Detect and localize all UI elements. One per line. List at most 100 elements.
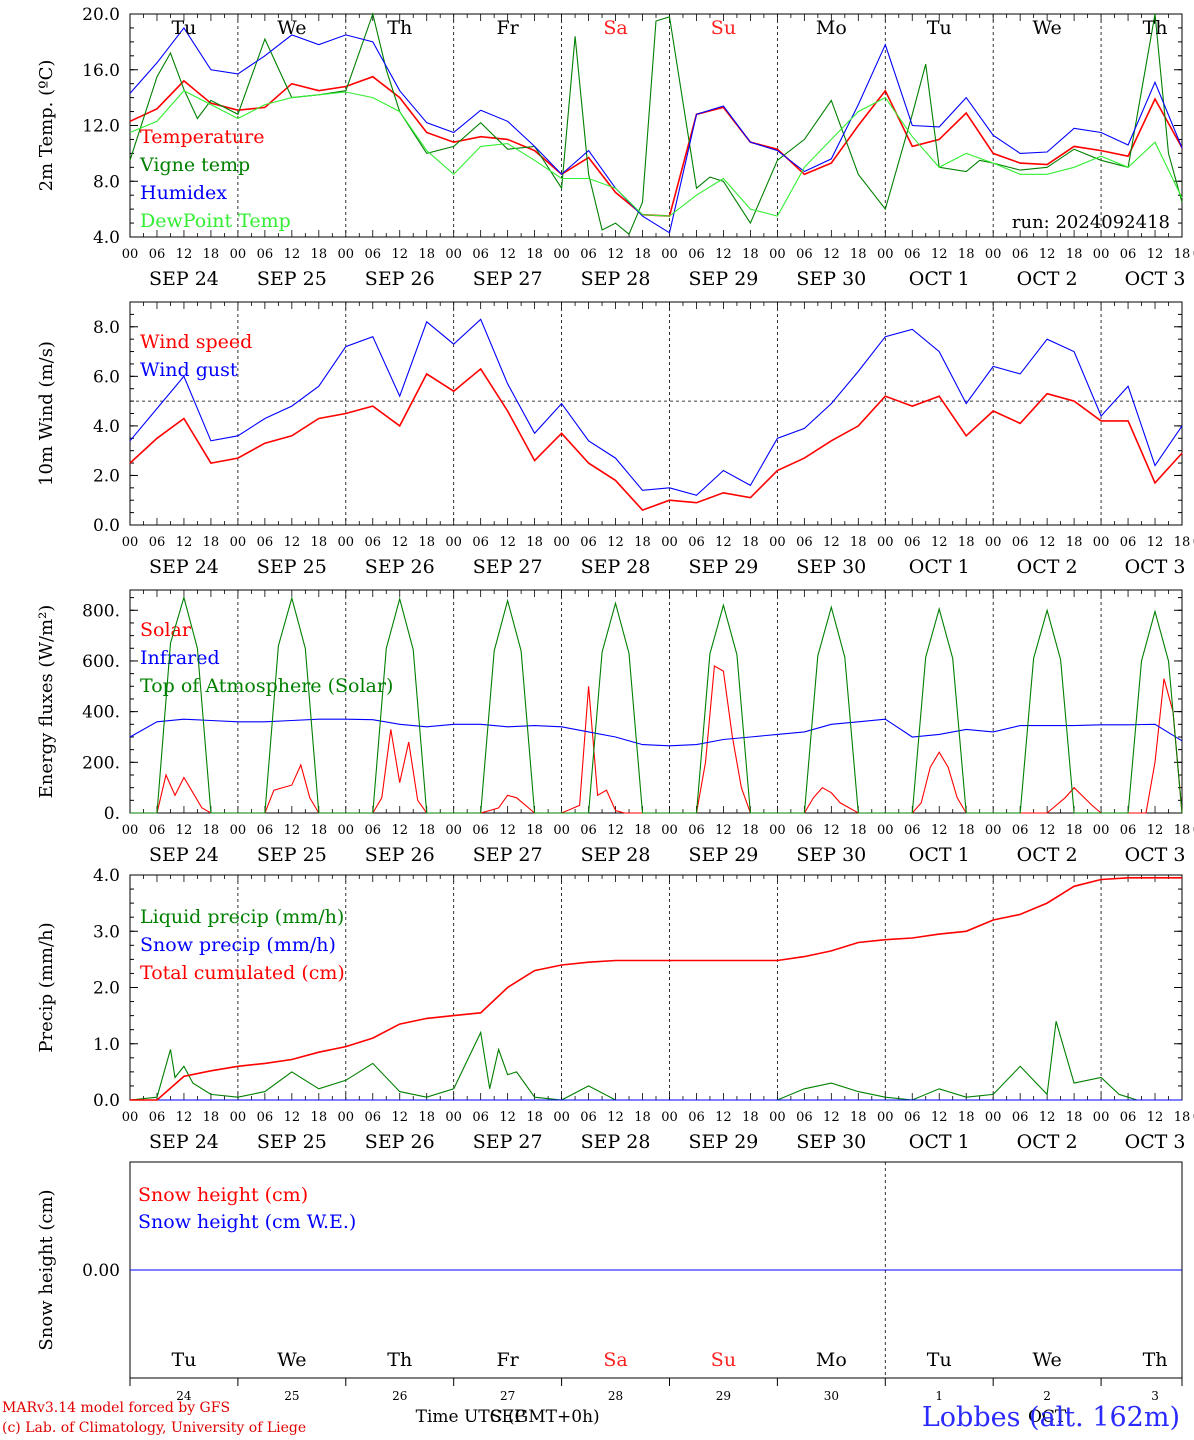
- hour-tick-label: 18: [203, 1110, 220, 1125]
- date-label: OCT 1: [909, 556, 970, 578]
- day-number-label: 27: [500, 1389, 515, 1403]
- hour-tick-label: 06: [1012, 823, 1029, 838]
- weekday-label: We: [277, 1349, 306, 1371]
- legend-entry: Solar: [140, 619, 192, 641]
- hour-tick-label: 00: [553, 1110, 570, 1125]
- hour-tick-label: 12: [176, 823, 193, 838]
- hour-tick-label: 18: [742, 1110, 759, 1125]
- hour-tick-label: 12: [715, 1110, 732, 1125]
- hour-tick-label: 00: [445, 823, 462, 838]
- weekday-label: Fr: [497, 1349, 520, 1371]
- series-line-0: [129, 75, 1183, 217]
- hour-tick-label: 06: [149, 247, 166, 262]
- series-line-2: [130, 876, 1182, 1101]
- hour-tick-label: 18: [1174, 1110, 1191, 1125]
- hour-tick-label: 00: [338, 1110, 355, 1125]
- weekday-label: We: [1033, 17, 1062, 39]
- y-tick-label: 4.0: [93, 228, 120, 248]
- date-label: OCT 3: [1125, 844, 1186, 866]
- weekday-label: Sa: [603, 1349, 627, 1371]
- date-label: SEP 28: [581, 844, 651, 866]
- hour-tick-label: 12: [607, 535, 624, 550]
- day-number-label: 3: [1151, 1389, 1159, 1403]
- hour-tick-label: 06: [580, 1110, 597, 1125]
- hour-tick-label: 18: [526, 247, 543, 262]
- hour-tick-label: 00: [661, 247, 678, 262]
- date-label: OCT 2: [1017, 268, 1078, 290]
- hour-tick-label: 06: [364, 823, 381, 838]
- hour-tick-label: 00: [985, 1110, 1002, 1125]
- hour-tick-label: 12: [607, 1110, 624, 1125]
- hour-tick-label: 12: [499, 247, 516, 262]
- hour-tick-label: 12: [607, 823, 624, 838]
- hour-tick-label: 12: [176, 1110, 193, 1125]
- chart-panel-4: 0.0 1.0 2.0 3.0 4.0 Precip (mm/h) Liquid preci…: [36, 866, 1194, 1153]
- chart-panel-5: 0.00 Snow height (cm) Snow height (cm) Snow…: [36, 1161, 1183, 1427]
- date-label: SEP 24: [149, 556, 219, 578]
- weekday-label: Tu: [927, 1349, 952, 1371]
- hour-tick-label: 12: [1039, 1110, 1056, 1125]
- day-number-label: 28: [608, 1389, 623, 1403]
- legend-entry: Snow precip (mm/h): [140, 934, 336, 956]
- hour-tick-label: 12: [715, 823, 732, 838]
- hour-tick-label: 18: [311, 823, 328, 838]
- hour-tick-label: 06: [904, 823, 921, 838]
- hour-tick-label: 00: [877, 535, 894, 550]
- hour-tick-label: 06: [688, 823, 705, 838]
- legend-entry: Snow height (cm W.E.): [138, 1211, 356, 1233]
- hour-tick-label: 00: [985, 823, 1002, 838]
- hour-tick-label: 00: [553, 823, 570, 838]
- y-tick-label: 0.00: [82, 1261, 120, 1281]
- model-credit: MARv3.14 model forced by GFS: [2, 1400, 231, 1416]
- hour-tick-label: 06: [688, 1110, 705, 1125]
- hour-tick-label: 12: [284, 1110, 301, 1125]
- hour-tick-label: 18: [418, 823, 435, 838]
- weekday-label: Tu: [927, 17, 952, 39]
- legend-entry: Wind speed: [140, 331, 252, 353]
- hour-tick-label: 06: [580, 823, 597, 838]
- weekday-label: Tu: [171, 1349, 196, 1371]
- hour-tick-label: 18: [203, 535, 220, 550]
- hour-tick-label: 00: [661, 823, 678, 838]
- day-number-label: 30: [824, 1389, 839, 1403]
- hour-tick-label: 00: [122, 823, 139, 838]
- hour-tick-label: 12: [607, 247, 624, 262]
- hour-tick-label: 12: [1039, 247, 1056, 262]
- hour-tick-label: 00: [769, 535, 786, 550]
- run-label: run: 2024092418: [1012, 212, 1170, 233]
- hour-tick-label: 18: [958, 1110, 975, 1125]
- hour-tick-label: 06: [904, 535, 921, 550]
- hour-tick-label: 06: [149, 535, 166, 550]
- hour-tick-label: 12: [1147, 247, 1164, 262]
- series-line-1: [129, 12, 1183, 236]
- hour-tick-label: 12: [176, 535, 193, 550]
- hour-tick-label: 18: [418, 1110, 435, 1125]
- hour-tick-label: 00: [661, 535, 678, 550]
- hour-tick-label: 18: [311, 535, 328, 550]
- hour-tick-label: 06: [472, 535, 489, 550]
- hour-tick-label: 00: [877, 247, 894, 262]
- date-label: SEP 30: [796, 1131, 866, 1153]
- weekday-label: Mo: [816, 1349, 847, 1371]
- hour-tick-label: 12: [931, 823, 948, 838]
- y-tick-label: 6.0: [93, 367, 120, 387]
- weekday-label: We: [1033, 1349, 1062, 1371]
- y-tick-label: 3.0: [93, 922, 120, 942]
- hour-tick-label: 00: [1193, 247, 1194, 262]
- hour-tick-label: 18: [526, 535, 543, 550]
- day-number-label: 25: [284, 1389, 299, 1403]
- hour-tick-label: 00: [230, 1110, 247, 1125]
- hour-tick-label: 18: [850, 823, 867, 838]
- hour-tick-label: 12: [284, 247, 301, 262]
- hour-tick-label: 00: [1093, 247, 1110, 262]
- hour-tick-label: 00: [1193, 823, 1194, 838]
- hour-tick-label: 06: [257, 535, 274, 550]
- hour-tick-label: 06: [904, 1110, 921, 1125]
- hour-tick-label: 18: [742, 247, 759, 262]
- date-label: SEP 26: [365, 844, 435, 866]
- hour-tick-label: 12: [1147, 1110, 1164, 1125]
- hour-tick-label: 18: [742, 823, 759, 838]
- date-label: OCT 1: [909, 1131, 970, 1153]
- hour-tick-label: 18: [418, 247, 435, 262]
- hour-tick-label: 12: [391, 535, 408, 550]
